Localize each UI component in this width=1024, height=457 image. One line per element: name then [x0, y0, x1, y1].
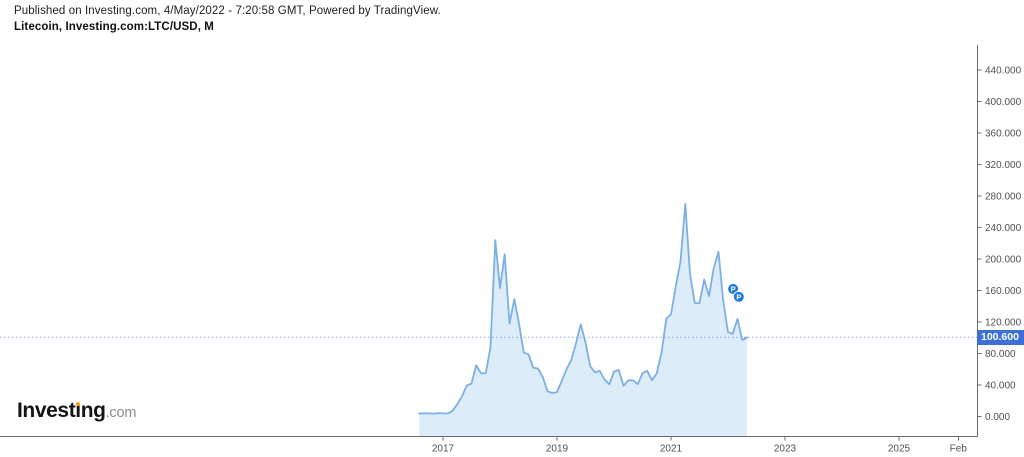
logo-orange-dot-icon: [75, 401, 81, 406]
y-axis-label: 440.000: [985, 66, 1022, 77]
area-fill: [419, 203, 747, 437]
p-marker-label: P: [731, 285, 736, 294]
x-axis-label: 2021: [660, 444, 683, 455]
y-axis-label: 280.000: [985, 192, 1022, 203]
x-axis-label: Feb: [950, 444, 968, 455]
price-line: [418, 203, 748, 415]
x-axis-label: 2023: [774, 444, 797, 455]
logo-letter-i: ı: [75, 399, 81, 422]
investing-logo: Investı ng .com: [17, 399, 136, 423]
p-marker-icon[interactable]: [732, 290, 745, 303]
logo-tld: .com: [105, 405, 137, 421]
x-axis-label: 2025: [888, 444, 911, 455]
logo-part2: ng: [80, 399, 106, 422]
y-axis-label: 240.000: [985, 223, 1022, 234]
y-axis-label: 360.000: [985, 129, 1022, 140]
published-line: Published on Investing.com, 4/May/2022 -…: [14, 5, 441, 17]
x-axis-label: 2019: [546, 444, 569, 455]
y-axis-label: 120.000: [985, 318, 1022, 329]
y-axis-label: 160.000: [985, 286, 1022, 297]
y-axis-label: 40.000: [985, 381, 1016, 392]
current-price-badge: 100.600: [977, 330, 1024, 345]
y-axis-label: 0.000: [985, 412, 1010, 423]
y-axis-label: 400.000: [985, 97, 1022, 108]
symbol-title: Litecoin, Investing.com:LTC/USD, M: [14, 21, 214, 33]
logo-wordmark: Investı ng: [17, 399, 106, 423]
logo-part1: Invest: [17, 399, 76, 422]
y-axis-label: 200.000: [985, 255, 1022, 266]
x-axis-label: 2017: [432, 444, 455, 455]
p-marker-label: P: [736, 292, 741, 301]
y-axis-label: 80.000: [985, 349, 1016, 360]
y-axis-label: 320.000: [985, 160, 1022, 171]
